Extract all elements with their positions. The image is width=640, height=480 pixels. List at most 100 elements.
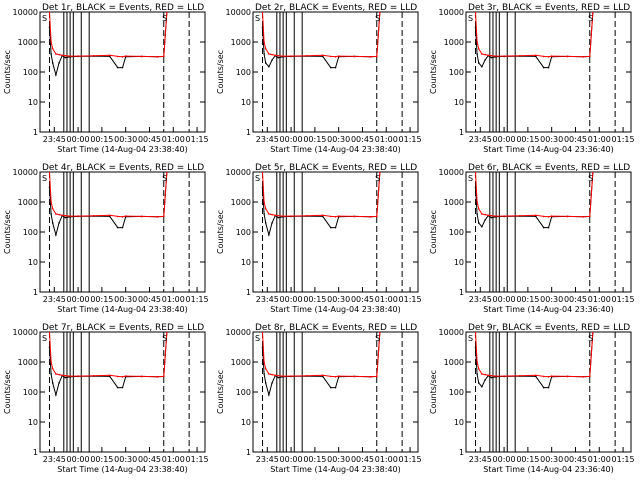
- data-point: [261, 332, 264, 333]
- x-tick-label: 00:15: [303, 295, 326, 304]
- data-point: [588, 215, 591, 218]
- data-point: [264, 207, 267, 210]
- y-tick-label: 1000: [231, 358, 251, 367]
- data-point: [109, 375, 111, 378]
- data-point: [484, 219, 486, 221]
- data-point: [369, 216, 372, 218]
- y-tick-label: 1: [33, 448, 38, 457]
- data-point: [334, 66, 337, 69]
- plot-frame: [465, 331, 632, 453]
- y-tick-label: 100: [236, 228, 251, 237]
- y-tick-label: 10: [28, 418, 38, 427]
- data-point: [322, 375, 324, 378]
- x-tick-label: 00:45: [351, 455, 374, 464]
- data-point: [271, 373, 273, 376]
- data-point: [337, 375, 340, 377]
- data-point: [274, 54, 277, 57]
- plot-frame: [465, 11, 632, 133]
- data-point: [337, 215, 340, 217]
- data-point: [379, 172, 381, 173]
- data-point: [547, 66, 550, 69]
- data-point: [109, 54, 111, 57]
- y-tick-label: 10000: [439, 168, 464, 177]
- data-point: [566, 215, 569, 218]
- panel-3: Det 3r, BLACK = Events, RED = LLD 1 10 100 1…: [429, 3, 635, 154]
- data-point: [116, 386, 119, 389]
- x-tick-label: 00:30: [114, 295, 137, 304]
- data-point: [484, 53, 486, 56]
- y-tick-label: 10: [241, 98, 251, 107]
- data-point: [474, 12, 477, 13]
- data-point: [264, 382, 267, 384]
- data-point: [51, 47, 54, 50]
- y-tick-label: 10000: [226, 328, 251, 337]
- data-point: [50, 361, 52, 363]
- plot-area: [48, 172, 190, 292]
- y-axis-label: Counts/sec: [3, 50, 12, 94]
- data-point: [277, 374, 280, 377]
- y-tick-label: 10: [454, 98, 464, 107]
- data-point: [58, 222, 60, 224]
- data-point: [535, 214, 537, 217]
- data-point: [263, 201, 265, 203]
- data-point: [490, 216, 493, 219]
- y-tick-label: 1: [33, 128, 38, 137]
- y-tick-label: 1000: [231, 198, 251, 207]
- data-point: [274, 214, 277, 217]
- plot-title: Det 2r, BLACK = Events, RED = LLD: [255, 3, 417, 13]
- data-point: [550, 55, 553, 57]
- data-point: [77, 55, 79, 57]
- data-point: [490, 376, 493, 379]
- x-axis-label: Start Time (14-Aug-04 23:38:40): [270, 465, 401, 474]
- data-point: [124, 55, 127, 57]
- data-point: [369, 376, 372, 378]
- x-axis-label: Start Time (14-Aug-04 23:36:40): [483, 305, 614, 314]
- end-marker: S: [375, 14, 380, 23]
- data-point: [116, 375, 119, 378]
- lld-series-line: [49, 172, 168, 218]
- data-point: [487, 374, 490, 377]
- x-tick-label: 00:45: [138, 135, 161, 144]
- data-point: [369, 56, 372, 58]
- end-marker: S: [375, 174, 380, 183]
- x-tick-label: 00:00: [280, 455, 303, 464]
- start-marker: S: [255, 14, 260, 23]
- data-point: [379, 12, 381, 13]
- data-point: [476, 41, 478, 43]
- data-point: [121, 376, 124, 378]
- data-point: [58, 53, 60, 56]
- panel-4: Det 4r, BLACK = Events, RED = LLD 1 10 100 1…: [3, 163, 209, 314]
- y-tick-label: 1000: [18, 358, 38, 367]
- data-point: [69, 375, 71, 377]
- y-tick-label: 10000: [439, 8, 464, 17]
- data-point: [55, 373, 57, 375]
- plot-title: Det 9r, BLACK = Events, RED = LLD: [468, 323, 630, 333]
- y-tick-label: 1: [246, 448, 251, 457]
- x-axis-label: Start Time (14-Aug-04 23:36:40): [483, 465, 614, 474]
- data-point: [64, 54, 67, 57]
- x-axis-label: Start Time (14-Aug-04 23:38:40): [270, 145, 401, 154]
- data-point: [476, 361, 478, 363]
- data-point: [322, 214, 324, 217]
- data-point: [290, 215, 292, 217]
- data-point: [50, 373, 52, 375]
- x-tick-label: 00:15: [516, 455, 539, 464]
- data-point: [487, 214, 490, 217]
- data-point: [306, 214, 308, 217]
- y-axis-label: Counts/sec: [216, 50, 225, 94]
- data-point: [503, 215, 505, 217]
- data-point: [353, 55, 356, 58]
- data-point: [322, 374, 324, 377]
- end-marker: S: [588, 334, 593, 343]
- data-point: [156, 376, 159, 378]
- data-point: [334, 226, 337, 229]
- y-tick-label: 1000: [18, 198, 38, 207]
- data-point: [477, 367, 480, 370]
- data-point: [353, 375, 356, 378]
- data-point: [329, 55, 332, 58]
- x-tick-label: 00:00: [67, 455, 90, 464]
- data-point: [282, 215, 284, 217]
- x-tick-label: 01:00: [588, 135, 611, 144]
- data-point: [51, 367, 54, 370]
- data-point: [490, 56, 493, 59]
